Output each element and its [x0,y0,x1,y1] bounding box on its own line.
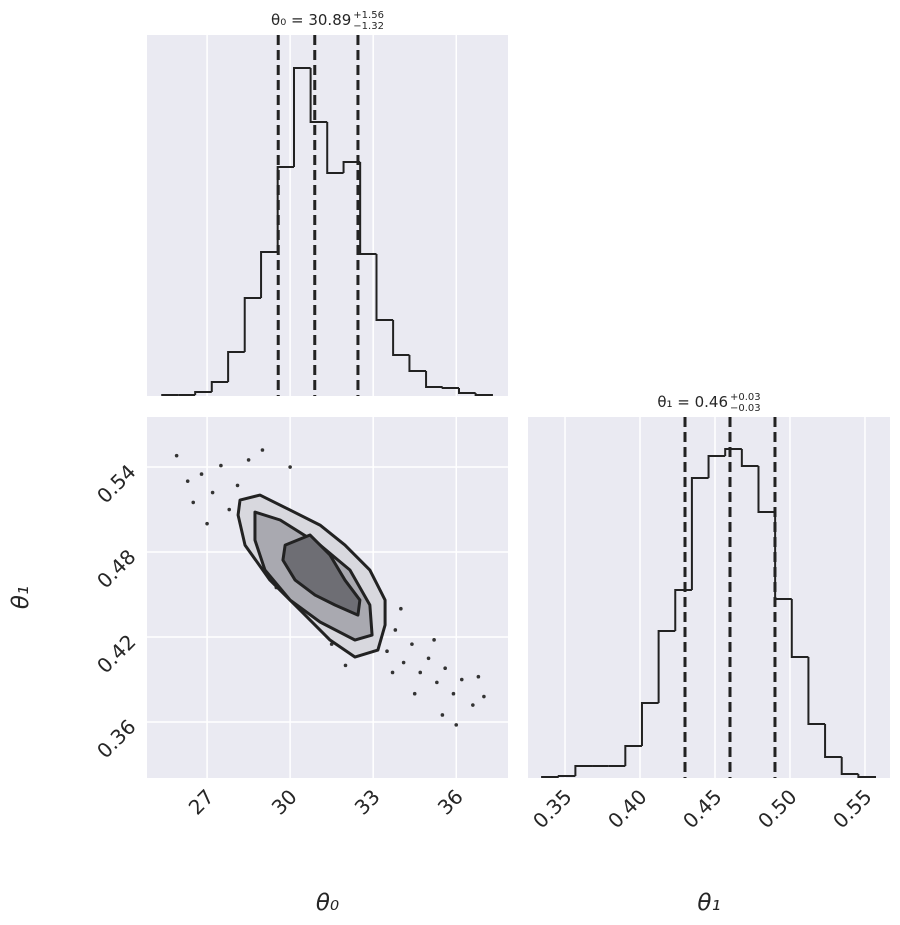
y-axis-label: θ₁ [8,586,34,609]
sample-point [471,703,475,707]
x-tick-label: 30 [267,785,302,820]
panel-title: θ₀ = 30.89 [271,11,351,29]
x-tick-label: 0.40 [603,785,651,833]
histogram-bin [375,254,394,321]
sample-point [199,472,204,476]
sample-point [440,713,445,717]
sample-point [390,670,395,675]
sample-point [451,691,456,696]
sample-point [432,638,436,642]
sample-point [174,453,179,458]
sample-point [260,448,265,452]
y-tick-label: 0.54 [92,460,140,508]
histogram-bin [857,774,877,778]
sample-point [459,677,464,682]
sample-point [227,507,232,512]
x-tick-label: 33 [350,785,385,820]
histogram-bin [326,122,344,174]
x-axis-label: θ₀ [316,890,339,916]
sample-point [191,500,196,505]
histogram-bin [161,394,179,396]
histogram-bin [392,320,410,356]
histogram-bin [260,251,278,298]
histogram-bin [243,297,262,352]
histogram-bin [474,393,493,396]
sample-point [401,660,406,665]
x-tick-label: 0.50 [753,785,801,833]
x-tick-label: 27 [184,785,219,820]
histogram-bin [624,745,642,766]
title-upper-error: +0.03 [730,392,761,403]
histogram-bin [657,630,676,703]
histogram-bin [441,387,459,389]
sample-point [385,649,389,653]
title-upper-error: +1.56 [353,10,384,21]
x-tick-label: 36 [433,785,468,820]
histogram-bin [690,477,709,590]
histogram-bin [807,657,826,725]
histogram-bin [740,449,759,467]
y-tick-label: 0.42 [92,630,140,678]
histogram-bin [359,162,377,255]
sample-point [343,663,348,668]
sample-point [412,691,417,696]
sample-point [185,479,190,483]
histogram-bin [425,371,443,388]
histogram-bin [457,388,476,394]
histogram-bin [757,466,776,513]
x-axis-label: θ₁ [697,890,720,916]
sample-point [399,606,403,611]
sample-point [246,458,251,462]
sample-point [426,656,431,661]
sample-point [435,680,439,685]
histogram-bin [227,351,245,382]
y-tick-label: 0.36 [92,715,140,763]
histogram-bin [309,68,328,123]
sample-point [482,694,486,699]
histogram-bin [194,391,212,395]
histogram-bin [293,67,311,167]
histogram-bin [824,724,842,758]
sample-point [205,521,209,526]
histogram-bin [707,455,726,478]
histogram-bin [724,448,742,456]
sample-point [235,483,240,488]
title-lower-error: −1.32 [353,21,384,32]
x-tick-label: 0.35 [528,785,576,833]
histogram-bin [541,776,559,778]
sample-point [288,465,292,469]
histogram-bin [640,702,659,746]
histogram-bin [408,355,427,372]
sample-point [454,723,459,727]
panel-title: θ₁ = 0.46 [657,393,728,411]
x-tick-label: 0.55 [828,785,876,833]
sample-point [418,670,423,675]
y-tick-label: 0.48 [92,545,140,593]
histogram-bin [210,381,229,392]
density-contour [281,533,362,617]
sample-point [219,463,223,468]
histogram-bin [840,757,859,775]
histogram-bin [342,161,361,173]
sample-point [443,666,447,670]
histogram-bin [790,599,809,658]
histogram-bin [574,765,593,776]
sample-point [210,490,215,495]
sample-point [410,642,414,646]
sample-point [393,628,398,632]
x-tick-label: 0.45 [678,785,726,833]
plot-background [147,35,508,396]
histogram-bin [557,775,576,777]
sample-point [476,674,481,679]
title-lower-error: −0.03 [730,403,761,414]
